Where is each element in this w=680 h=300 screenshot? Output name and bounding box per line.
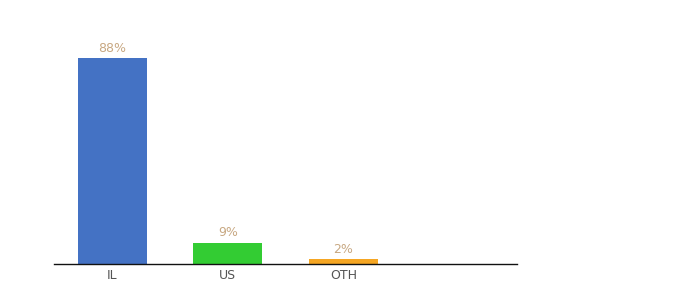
Bar xyxy=(78,58,147,264)
Text: 88%: 88% xyxy=(98,42,126,55)
Bar xyxy=(309,259,378,264)
Text: 2%: 2% xyxy=(333,243,354,256)
Text: 9%: 9% xyxy=(218,226,238,239)
Bar xyxy=(193,243,262,264)
